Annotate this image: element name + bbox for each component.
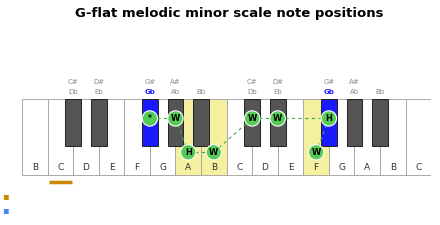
Bar bbox=[252, 99, 278, 175]
Bar bbox=[176, 99, 201, 175]
Text: G#: G# bbox=[323, 79, 334, 85]
Circle shape bbox=[321, 111, 337, 126]
Text: F: F bbox=[135, 163, 139, 172]
Bar bbox=[227, 99, 252, 175]
Text: E: E bbox=[288, 163, 293, 172]
Bar bbox=[355, 99, 380, 175]
Bar bbox=[99, 99, 125, 175]
Text: W: W bbox=[209, 148, 218, 157]
Text: W: W bbox=[312, 148, 321, 157]
Text: Bb: Bb bbox=[375, 89, 385, 95]
Text: Db: Db bbox=[68, 89, 78, 95]
Text: ▪: ▪ bbox=[2, 191, 8, 201]
Text: Eb: Eb bbox=[273, 89, 282, 95]
Circle shape bbox=[168, 111, 183, 126]
Text: F: F bbox=[314, 163, 319, 172]
Bar bbox=[244, 99, 260, 146]
Text: Gb: Gb bbox=[323, 89, 334, 95]
Bar bbox=[372, 99, 388, 146]
Text: Gb: Gb bbox=[144, 89, 155, 95]
Text: G-flat melodic minor scale note positions: G-flat melodic minor scale note position… bbox=[74, 7, 383, 20]
Text: G: G bbox=[338, 163, 345, 172]
Bar bbox=[125, 99, 150, 175]
Text: B: B bbox=[390, 163, 396, 172]
Text: C#: C# bbox=[68, 79, 78, 85]
Text: Db: Db bbox=[247, 89, 257, 95]
Text: *: * bbox=[148, 114, 152, 123]
Circle shape bbox=[245, 111, 260, 126]
Text: A: A bbox=[185, 163, 191, 172]
Bar bbox=[142, 99, 158, 146]
Text: C#: C# bbox=[247, 79, 257, 85]
Bar bbox=[168, 99, 183, 146]
Text: W: W bbox=[273, 114, 282, 123]
Bar bbox=[329, 99, 355, 175]
Bar bbox=[321, 99, 337, 146]
Text: D: D bbox=[261, 163, 268, 172]
Text: G#: G# bbox=[144, 79, 155, 85]
Text: C: C bbox=[415, 163, 422, 172]
Bar bbox=[193, 99, 209, 146]
Text: D: D bbox=[83, 163, 89, 172]
Bar bbox=[91, 99, 106, 146]
Bar bbox=[347, 99, 363, 146]
Bar bbox=[278, 99, 303, 175]
Text: basicmusictheory.com: basicmusictheory.com bbox=[6, 77, 11, 139]
Bar bbox=[22, 99, 48, 175]
Text: Ab: Ab bbox=[350, 89, 359, 95]
Text: Bb: Bb bbox=[197, 89, 205, 95]
Circle shape bbox=[142, 111, 158, 126]
Text: W: W bbox=[248, 114, 257, 123]
Bar bbox=[150, 99, 176, 175]
Text: A: A bbox=[364, 163, 370, 172]
Bar bbox=[303, 99, 329, 175]
Bar bbox=[406, 99, 431, 175]
Text: G: G bbox=[159, 163, 166, 172]
Circle shape bbox=[180, 145, 196, 160]
Bar bbox=[380, 99, 406, 175]
Circle shape bbox=[206, 145, 221, 160]
Circle shape bbox=[270, 111, 286, 126]
Bar bbox=[201, 99, 227, 175]
Text: D#: D# bbox=[272, 79, 283, 85]
Text: H: H bbox=[185, 148, 192, 157]
Text: A#: A# bbox=[349, 79, 360, 85]
Text: H: H bbox=[326, 114, 332, 123]
Text: B: B bbox=[211, 163, 217, 172]
Text: B: B bbox=[32, 163, 38, 172]
Text: Ab: Ab bbox=[171, 89, 180, 95]
Text: A#: A# bbox=[170, 79, 181, 85]
Text: D#: D# bbox=[93, 79, 104, 85]
Circle shape bbox=[308, 145, 324, 160]
Text: E: E bbox=[109, 163, 114, 172]
Bar bbox=[270, 99, 286, 146]
Bar bbox=[48, 99, 73, 175]
Text: ▪: ▪ bbox=[2, 205, 8, 215]
Bar bbox=[73, 99, 99, 175]
Text: W: W bbox=[171, 114, 180, 123]
Text: C: C bbox=[236, 163, 242, 172]
Text: Eb: Eb bbox=[94, 89, 103, 95]
Text: C: C bbox=[57, 163, 63, 172]
Bar bbox=[65, 99, 81, 146]
